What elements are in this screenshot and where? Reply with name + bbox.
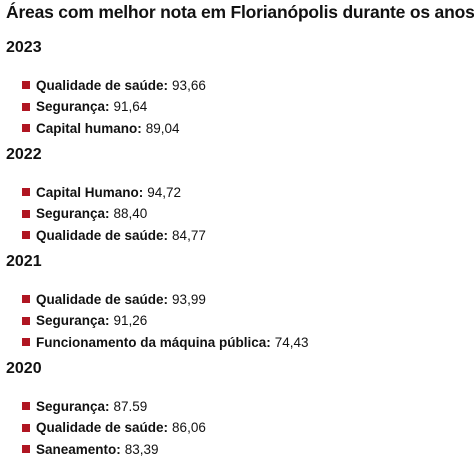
- square-bullet-icon: [22, 316, 30, 325]
- square-bullet-icon: [22, 295, 30, 303]
- score-value: 87.59: [113, 398, 148, 414]
- score-value: 83,39: [124, 441, 159, 457]
- square-bullet-icon: [22, 338, 30, 346]
- area-label: Saneamento:: [36, 441, 121, 457]
- year-heading: 2020: [6, 360, 42, 377]
- square-bullet-icon: [22, 423, 30, 432]
- score-list: Qualidade de saúde: 93,66 Segurança: 91,…: [6, 75, 466, 138]
- score-list: Segurança: 87.59 Qualidade de saúde: 86,…: [6, 396, 466, 459]
- score-value: 88,40: [113, 206, 148, 221]
- year-heading: 2021: [6, 253, 42, 270]
- score-list: Qualidade de saúde: 93,99 Segurança: 91,…: [6, 289, 466, 352]
- square-bullet-icon: [22, 445, 30, 453]
- year-section-2021: 2021 Qualidade de saúde: 93,99 Segurança…: [6, 252, 466, 354]
- page-title: Áreas com melhor nota em Florianópolis d…: [6, 2, 474, 22]
- area-label: Segurança:: [36, 206, 110, 221]
- score-value: 91,26: [113, 313, 148, 328]
- area-label: Qualidade de saúde:: [36, 227, 169, 243]
- list-item: Saneamento: 83,39: [22, 439, 466, 459]
- score-value: 93,99: [172, 291, 206, 307]
- list-item: Segurança: 91,64: [22, 97, 466, 117]
- score-value: 84,77: [172, 227, 206, 243]
- list-item: Segurança: 87.59: [22, 396, 466, 416]
- year-section-2022: 2022 Capital Humano: 94,72 Segurança: 88…: [6, 145, 466, 247]
- score-value: 94,72: [147, 184, 182, 200]
- list-item: Qualidade de saúde: 93,99: [22, 289, 466, 309]
- score-value: 86,06: [172, 420, 206, 435]
- list-item: Qualidade de saúde: 84,77: [22, 225, 466, 245]
- square-bullet-icon: [22, 81, 30, 89]
- area-label: Qualidade de saúde:: [36, 77, 169, 93]
- list-item: Capital humano: 89,04: [22, 118, 466, 138]
- score-value: 91,64: [113, 99, 148, 114]
- square-bullet-icon: [22, 209, 30, 218]
- area-label: Segurança:: [36, 313, 110, 328]
- score-value: 74,43: [274, 334, 309, 350]
- area-label: Capital Humano:: [36, 184, 144, 200]
- year-section-2020: 2020 Segurança: 87.59 Qualidade de saúde…: [6, 359, 466, 461]
- area-label: Qualidade de saúde:: [36, 420, 169, 435]
- score-value: 89,04: [145, 120, 180, 136]
- area-label: Qualidade de saúde:: [36, 291, 169, 307]
- square-bullet-icon: [22, 188, 30, 196]
- year-heading: 2022: [6, 146, 42, 163]
- area-label: Funcionamento da máquina pública:: [36, 334, 271, 350]
- list-item: Capital Humano: 94,72: [22, 182, 466, 202]
- square-bullet-icon: [22, 124, 30, 132]
- list-item: Funcionamento da máquina pública: 74,43: [22, 332, 466, 352]
- score-value: 93,66: [172, 77, 206, 93]
- square-bullet-icon: [22, 402, 30, 410]
- area-label: Segurança:: [36, 398, 110, 414]
- year-heading: 2023: [6, 39, 42, 56]
- area-label: Segurança:: [36, 99, 110, 114]
- score-list: Capital Humano: 94,72 Segurança: 88,40 Q…: [6, 182, 466, 245]
- square-bullet-icon: [22, 231, 30, 239]
- list-item: Segurança: 91,26: [22, 311, 466, 331]
- year-section-2023: 2023 Qualidade de saúde: 93,66 Segurança…: [6, 38, 466, 140]
- list-item: Segurança: 88,40: [22, 204, 466, 224]
- area-label: Capital humano:: [36, 120, 142, 136]
- list-item: Qualidade de saúde: 86,06: [22, 418, 466, 438]
- square-bullet-icon: [22, 102, 30, 111]
- list-item: Qualidade de saúde: 93,66: [22, 75, 466, 95]
